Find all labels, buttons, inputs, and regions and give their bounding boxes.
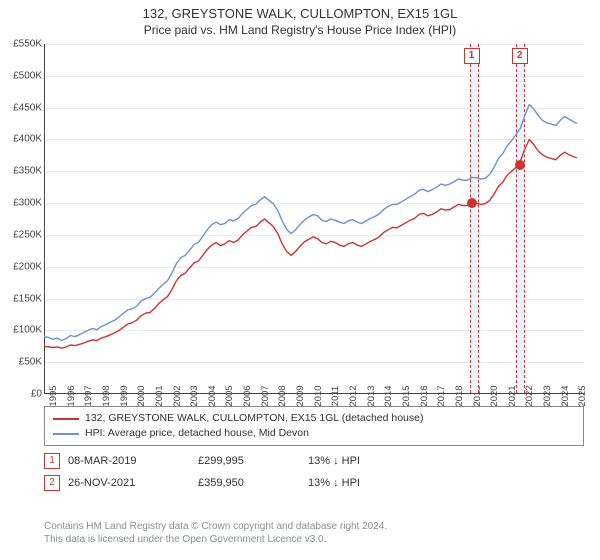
sale-delta: 13% ↓ HPI bbox=[308, 477, 458, 489]
sale-price: £299,995 bbox=[198, 455, 308, 467]
y-axis-tick-label: £550K bbox=[0, 39, 42, 50]
chart-title-address: 132, GREYSTONE WALK, CULLOMPTON, EX15 1G… bbox=[0, 6, 600, 21]
sale-price: £359,950 bbox=[198, 477, 308, 489]
y-axis-tick-label: £350K bbox=[0, 166, 42, 177]
chart-footer: Contains HM Land Registry data © Crown c… bbox=[44, 520, 584, 546]
footer-line: This data is licensed under the Open Gov… bbox=[44, 533, 584, 546]
legend-label: HPI: Average price, detached house, Mid … bbox=[85, 426, 309, 441]
legend-row-hpi: HPI: Average price, detached house, Mid … bbox=[53, 426, 575, 441]
sale-marker-number: 1 bbox=[44, 453, 60, 469]
sale-date: 08-MAR-2019 bbox=[68, 455, 198, 467]
y-axis-tick-label: £150K bbox=[0, 293, 42, 304]
sales-table: 1 08-MAR-2019 £299,995 13% ↓ HPI 2 26-NO… bbox=[44, 450, 584, 494]
price-chart: £0£50K£100K£150K£200K£250K£300K£350K£400… bbox=[44, 44, 584, 394]
sale-delta: 13% ↓ HPI bbox=[308, 455, 458, 467]
legend-swatch bbox=[53, 418, 79, 420]
sale-row: 1 08-MAR-2019 £299,995 13% ↓ HPI bbox=[44, 450, 584, 472]
y-axis-tick-label: £300K bbox=[0, 198, 42, 209]
legend-swatch bbox=[53, 433, 79, 435]
y-axis-tick-label: £450K bbox=[0, 102, 42, 113]
y-axis-tick-label: £200K bbox=[0, 261, 42, 272]
y-axis-tick-label: £50K bbox=[0, 357, 42, 368]
legend-row-property: 132, GREYSTONE WALK, CULLOMPTON, EX15 1G… bbox=[53, 411, 575, 426]
sale-date: 26-NOV-2021 bbox=[68, 477, 198, 489]
y-axis-tick-label: £250K bbox=[0, 229, 42, 240]
y-axis-tick-label: £100K bbox=[0, 325, 42, 336]
sale-row: 2 26-NOV-2021 £359,950 13% ↓ HPI bbox=[44, 472, 584, 494]
footer-line: Contains HM Land Registry data © Crown c… bbox=[44, 520, 584, 533]
y-axis-tick-label: £0 bbox=[0, 389, 42, 400]
y-axis-tick-label: £400K bbox=[0, 134, 42, 145]
chart-subtitle: Price paid vs. HM Land Registry's House … bbox=[0, 23, 600, 37]
sale-marker-number: 2 bbox=[44, 475, 60, 491]
y-axis-tick-label: £500K bbox=[0, 70, 42, 81]
chart-legend: 132, GREYSTONE WALK, CULLOMPTON, EX15 1G… bbox=[44, 406, 584, 446]
legend-label: 132, GREYSTONE WALK, CULLOMPTON, EX15 1G… bbox=[85, 411, 423, 426]
